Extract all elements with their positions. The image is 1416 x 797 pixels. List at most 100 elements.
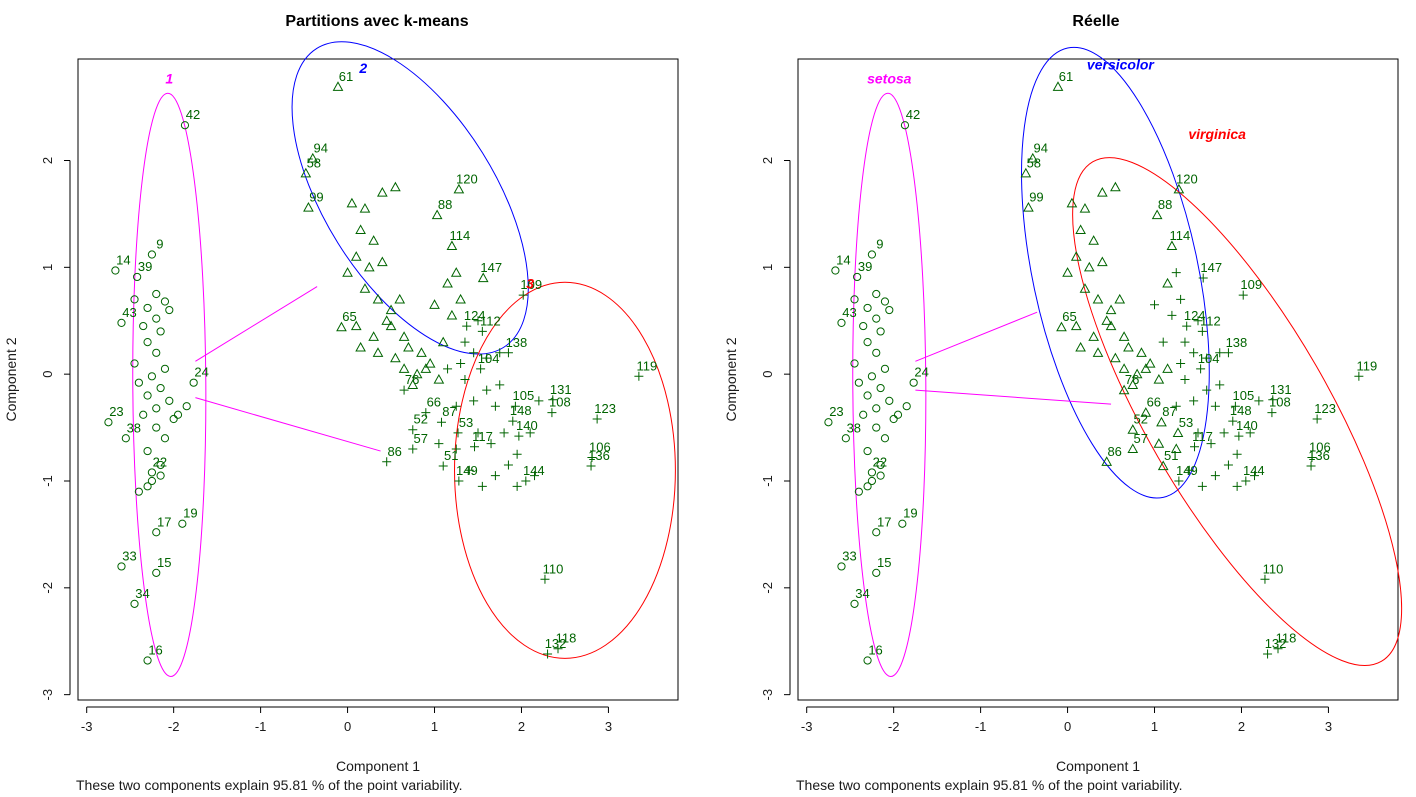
point-label: 19 [183, 506, 197, 521]
x-tick-label: 2 [518, 719, 525, 734]
data-point-cross [1241, 476, 1251, 486]
data-point-cross [436, 417, 446, 427]
data-point-triangle [1079, 203, 1091, 213]
data-point-cross [473, 316, 483, 326]
data-point-circle [152, 314, 161, 323]
data-point-triangle [372, 293, 384, 304]
data-point-cross [1306, 461, 1316, 471]
data-point-cross [586, 461, 596, 471]
point-label: 15 [157, 555, 171, 570]
point-label: 57 [414, 431, 428, 446]
data-point-cross [1176, 358, 1186, 368]
data-point-cross [460, 375, 470, 384]
data-point-triangle [437, 336, 449, 347]
data-point-cross [1197, 326, 1207, 336]
y-tick-label: 1 [760, 264, 775, 271]
data-point-cross [1210, 471, 1220, 481]
data-point-triangle [1096, 256, 1108, 267]
data-point-triangle [1156, 416, 1167, 427]
point-label: 38 [847, 420, 861, 435]
data-point-triangle [1118, 363, 1130, 373]
data-point-circle [909, 378, 918, 387]
data-point-triangle [455, 293, 466, 304]
point-label: 118 [1276, 631, 1297, 646]
kmeans-panel: Partitions avec k-means-3 -2 -1 0 1 2 3Compone… [3, 13, 679, 793]
x-tick-label: -3 [81, 719, 93, 734]
point-label: 148 [1230, 403, 1252, 418]
data-point-cross [1206, 439, 1216, 449]
data-point-cross [503, 348, 513, 358]
data-point-cross [1230, 401, 1240, 411]
data-point-cross [486, 439, 496, 449]
data-point-triangle [1127, 379, 1139, 389]
data-point-triangle [1110, 181, 1121, 192]
data-point-circle [880, 434, 890, 443]
data-point-circle [867, 476, 877, 486]
data-point-triangle [381, 315, 393, 325]
data-point-triangle [1151, 209, 1163, 220]
data-point-triangle [1127, 424, 1139, 434]
data-point-cross [1174, 476, 1184, 486]
y-tick-label: 1 [40, 264, 55, 271]
data-point-circle [143, 338, 152, 347]
data-point-cross [1167, 310, 1177, 320]
cluster-ellipse-setosa [852, 92, 927, 677]
point-label: 39 [858, 259, 872, 274]
point-label: 136 [1308, 448, 1330, 463]
data-point-cross [477, 326, 487, 336]
data-point-circle [850, 359, 859, 368]
data-point-circle [863, 656, 872, 665]
data-point-cross [525, 428, 535, 438]
data-point-triangle [403, 341, 414, 352]
data-point-triangle [433, 373, 445, 384]
data-point-cross [1234, 431, 1244, 441]
data-point-cross [1232, 449, 1242, 459]
data-point-cross [438, 461, 448, 471]
point-label: 22 [873, 454, 887, 469]
point-label: 65 [342, 309, 356, 324]
data-point-triangle [372, 347, 384, 357]
cluster-ellipse-3 [454, 281, 676, 659]
point-label: 24 [194, 365, 208, 380]
point-label: 86 [1107, 444, 1121, 459]
point-label: 99 [309, 189, 323, 204]
data-point-cross [1223, 460, 1233, 470]
data-point-circle [147, 468, 157, 477]
point-label: 114 [450, 228, 471, 243]
point-label: 23 [109, 404, 123, 419]
x-tick-label: -1 [255, 719, 267, 734]
x-tick-label: 3 [605, 719, 612, 734]
data-point-cross [1180, 375, 1190, 384]
point-label: 66 [427, 395, 441, 410]
data-point-circle [160, 364, 170, 373]
data-point-triangle [368, 331, 380, 341]
data-point-cross [1223, 348, 1233, 358]
data-point-circle [147, 476, 157, 486]
data-point-triangle [1162, 363, 1173, 373]
data-point-triangle [450, 267, 462, 277]
data-point-triangle [398, 363, 410, 373]
data-point-circle [824, 418, 833, 427]
data-point-circle [889, 414, 898, 424]
point-label: 99 [1029, 189, 1043, 204]
point-label: 119 [637, 358, 658, 373]
data-point-circle [876, 383, 885, 393]
data-point-triangle [1105, 304, 1117, 315]
data-point-cross [1193, 316, 1203, 326]
data-point-circle [152, 289, 161, 299]
data-point-cross [548, 395, 558, 405]
plot-frame [797, 58, 1399, 701]
data-point-cross [462, 321, 472, 331]
data-point-circle [872, 348, 881, 357]
data-point-circle [173, 410, 183, 419]
data-point-circle [111, 266, 120, 275]
cluster-label-2: 2 [358, 60, 367, 76]
data-point-circle [859, 321, 868, 331]
data-point-triangle [416, 347, 427, 357]
data-point-cross [1171, 401, 1181, 411]
point-label: 140 [516, 418, 538, 433]
x-tick-label: 2 [1238, 719, 1245, 734]
point-label: 109 [520, 277, 542, 292]
point-label: 106 [1309, 439, 1331, 454]
data-point-circle [152, 348, 161, 357]
